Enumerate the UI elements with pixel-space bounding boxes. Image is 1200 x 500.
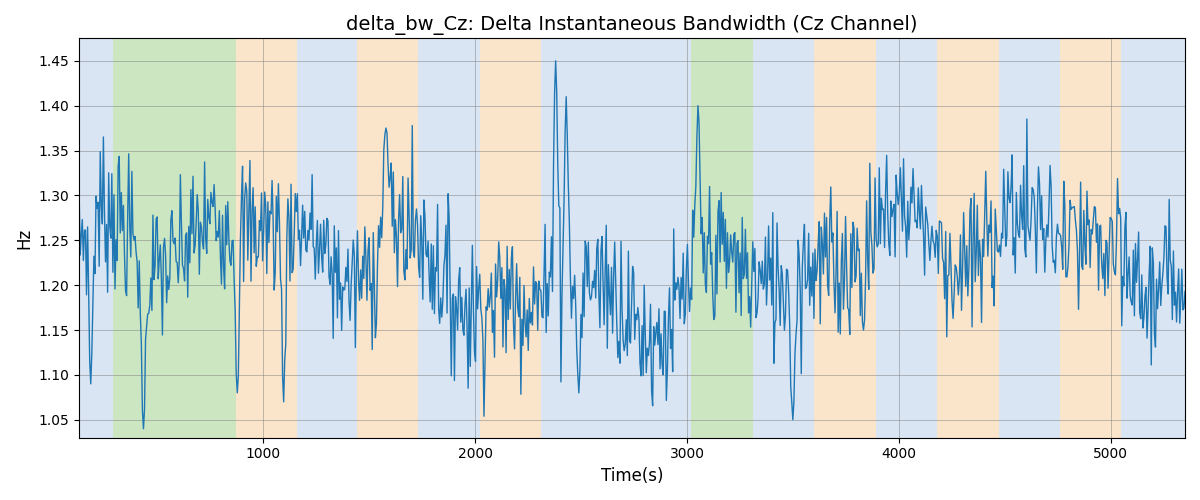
Bar — [691, 38, 752, 438]
Bar — [752, 38, 815, 438]
Title: delta_bw_Cz: Delta Instantaneous Bandwidth (Cz Channel): delta_bw_Cz: Delta Instantaneous Bandwid… — [347, 15, 918, 35]
Bar — [79, 38, 113, 438]
Y-axis label: Hz: Hz — [14, 228, 32, 248]
X-axis label: Time(s): Time(s) — [601, 467, 664, 485]
Bar — [480, 38, 541, 438]
Bar — [602, 38, 616, 438]
Bar — [541, 38, 602, 438]
Bar — [876, 38, 937, 438]
Bar — [113, 38, 236, 438]
Bar — [418, 38, 480, 438]
Bar — [298, 38, 356, 438]
Bar — [616, 38, 691, 438]
Bar — [937, 38, 998, 438]
Bar — [998, 38, 1060, 438]
Bar — [356, 38, 418, 438]
Bar — [1122, 38, 1186, 438]
Bar — [236, 38, 298, 438]
Bar — [815, 38, 876, 438]
Bar — [1060, 38, 1122, 438]
